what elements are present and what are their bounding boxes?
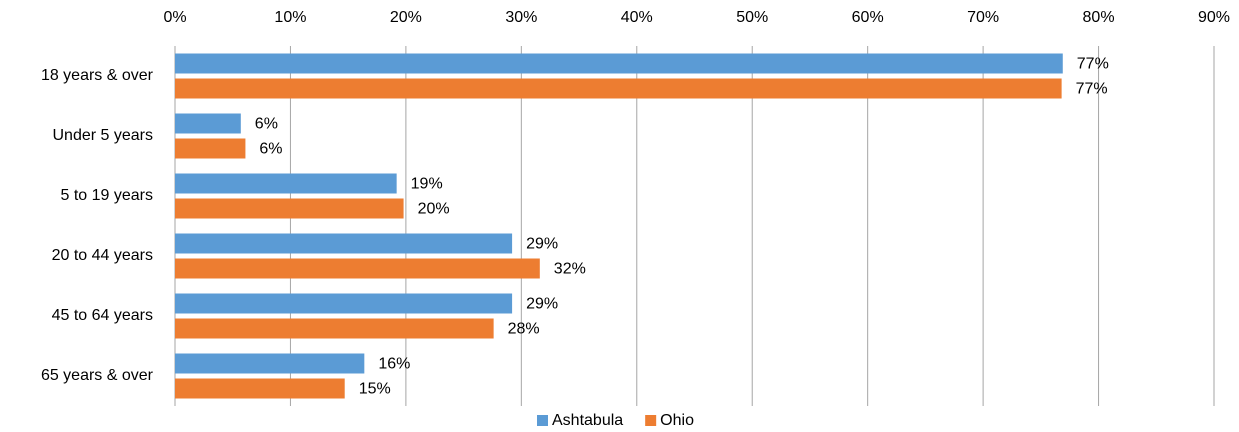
data-label: 29% — [526, 236, 558, 253]
x-tick-label: 40% — [621, 9, 653, 26]
data-label: 15% — [359, 381, 391, 398]
data-label: 77% — [1077, 56, 1109, 73]
data-label: 19% — [411, 176, 443, 193]
legend-swatch — [645, 415, 657, 426]
bar — [175, 198, 404, 219]
bar — [175, 173, 397, 194]
legend-label: Ashtabula — [552, 412, 623, 429]
x-tick-label: 30% — [505, 9, 537, 26]
data-label: 32% — [554, 261, 586, 278]
bar — [175, 318, 494, 339]
x-tick-label: 0% — [163, 9, 186, 26]
bar — [175, 378, 345, 399]
y-tick-label: Under 5 years — [53, 127, 154, 144]
data-label: 6% — [259, 141, 282, 158]
data-label: 77% — [1076, 81, 1108, 98]
x-tick-label: 20% — [390, 9, 422, 26]
x-tick-label: 70% — [967, 9, 999, 26]
bar — [175, 233, 513, 254]
data-label: 29% — [526, 296, 558, 313]
bar — [175, 78, 1062, 99]
y-tick-label: 65 years & over — [41, 367, 154, 384]
data-label: 6% — [255, 116, 278, 133]
bar — [175, 113, 241, 134]
bar — [175, 353, 365, 374]
data-label: 16% — [378, 356, 410, 373]
bar — [175, 138, 246, 159]
legend-label: Ohio — [660, 412, 694, 429]
bar — [175, 53, 1063, 74]
x-tick-label: 90% — [1198, 9, 1230, 26]
data-label: 20% — [418, 201, 450, 218]
y-tick-label: 18 years & over — [41, 67, 154, 84]
y-tick-label: 5 to 19 years — [61, 187, 154, 204]
bar — [175, 293, 513, 314]
bar — [175, 258, 540, 279]
data-label: 28% — [508, 321, 540, 338]
y-tick-label: 20 to 44 years — [52, 247, 153, 264]
x-tick-label: 60% — [852, 9, 884, 26]
x-tick-label: 10% — [274, 9, 306, 26]
legend-swatch — [537, 415, 548, 426]
y-tick-label: 45 to 64 years — [52, 307, 153, 324]
x-tick-label: 80% — [1083, 9, 1115, 26]
x-tick-label: 50% — [736, 9, 768, 26]
